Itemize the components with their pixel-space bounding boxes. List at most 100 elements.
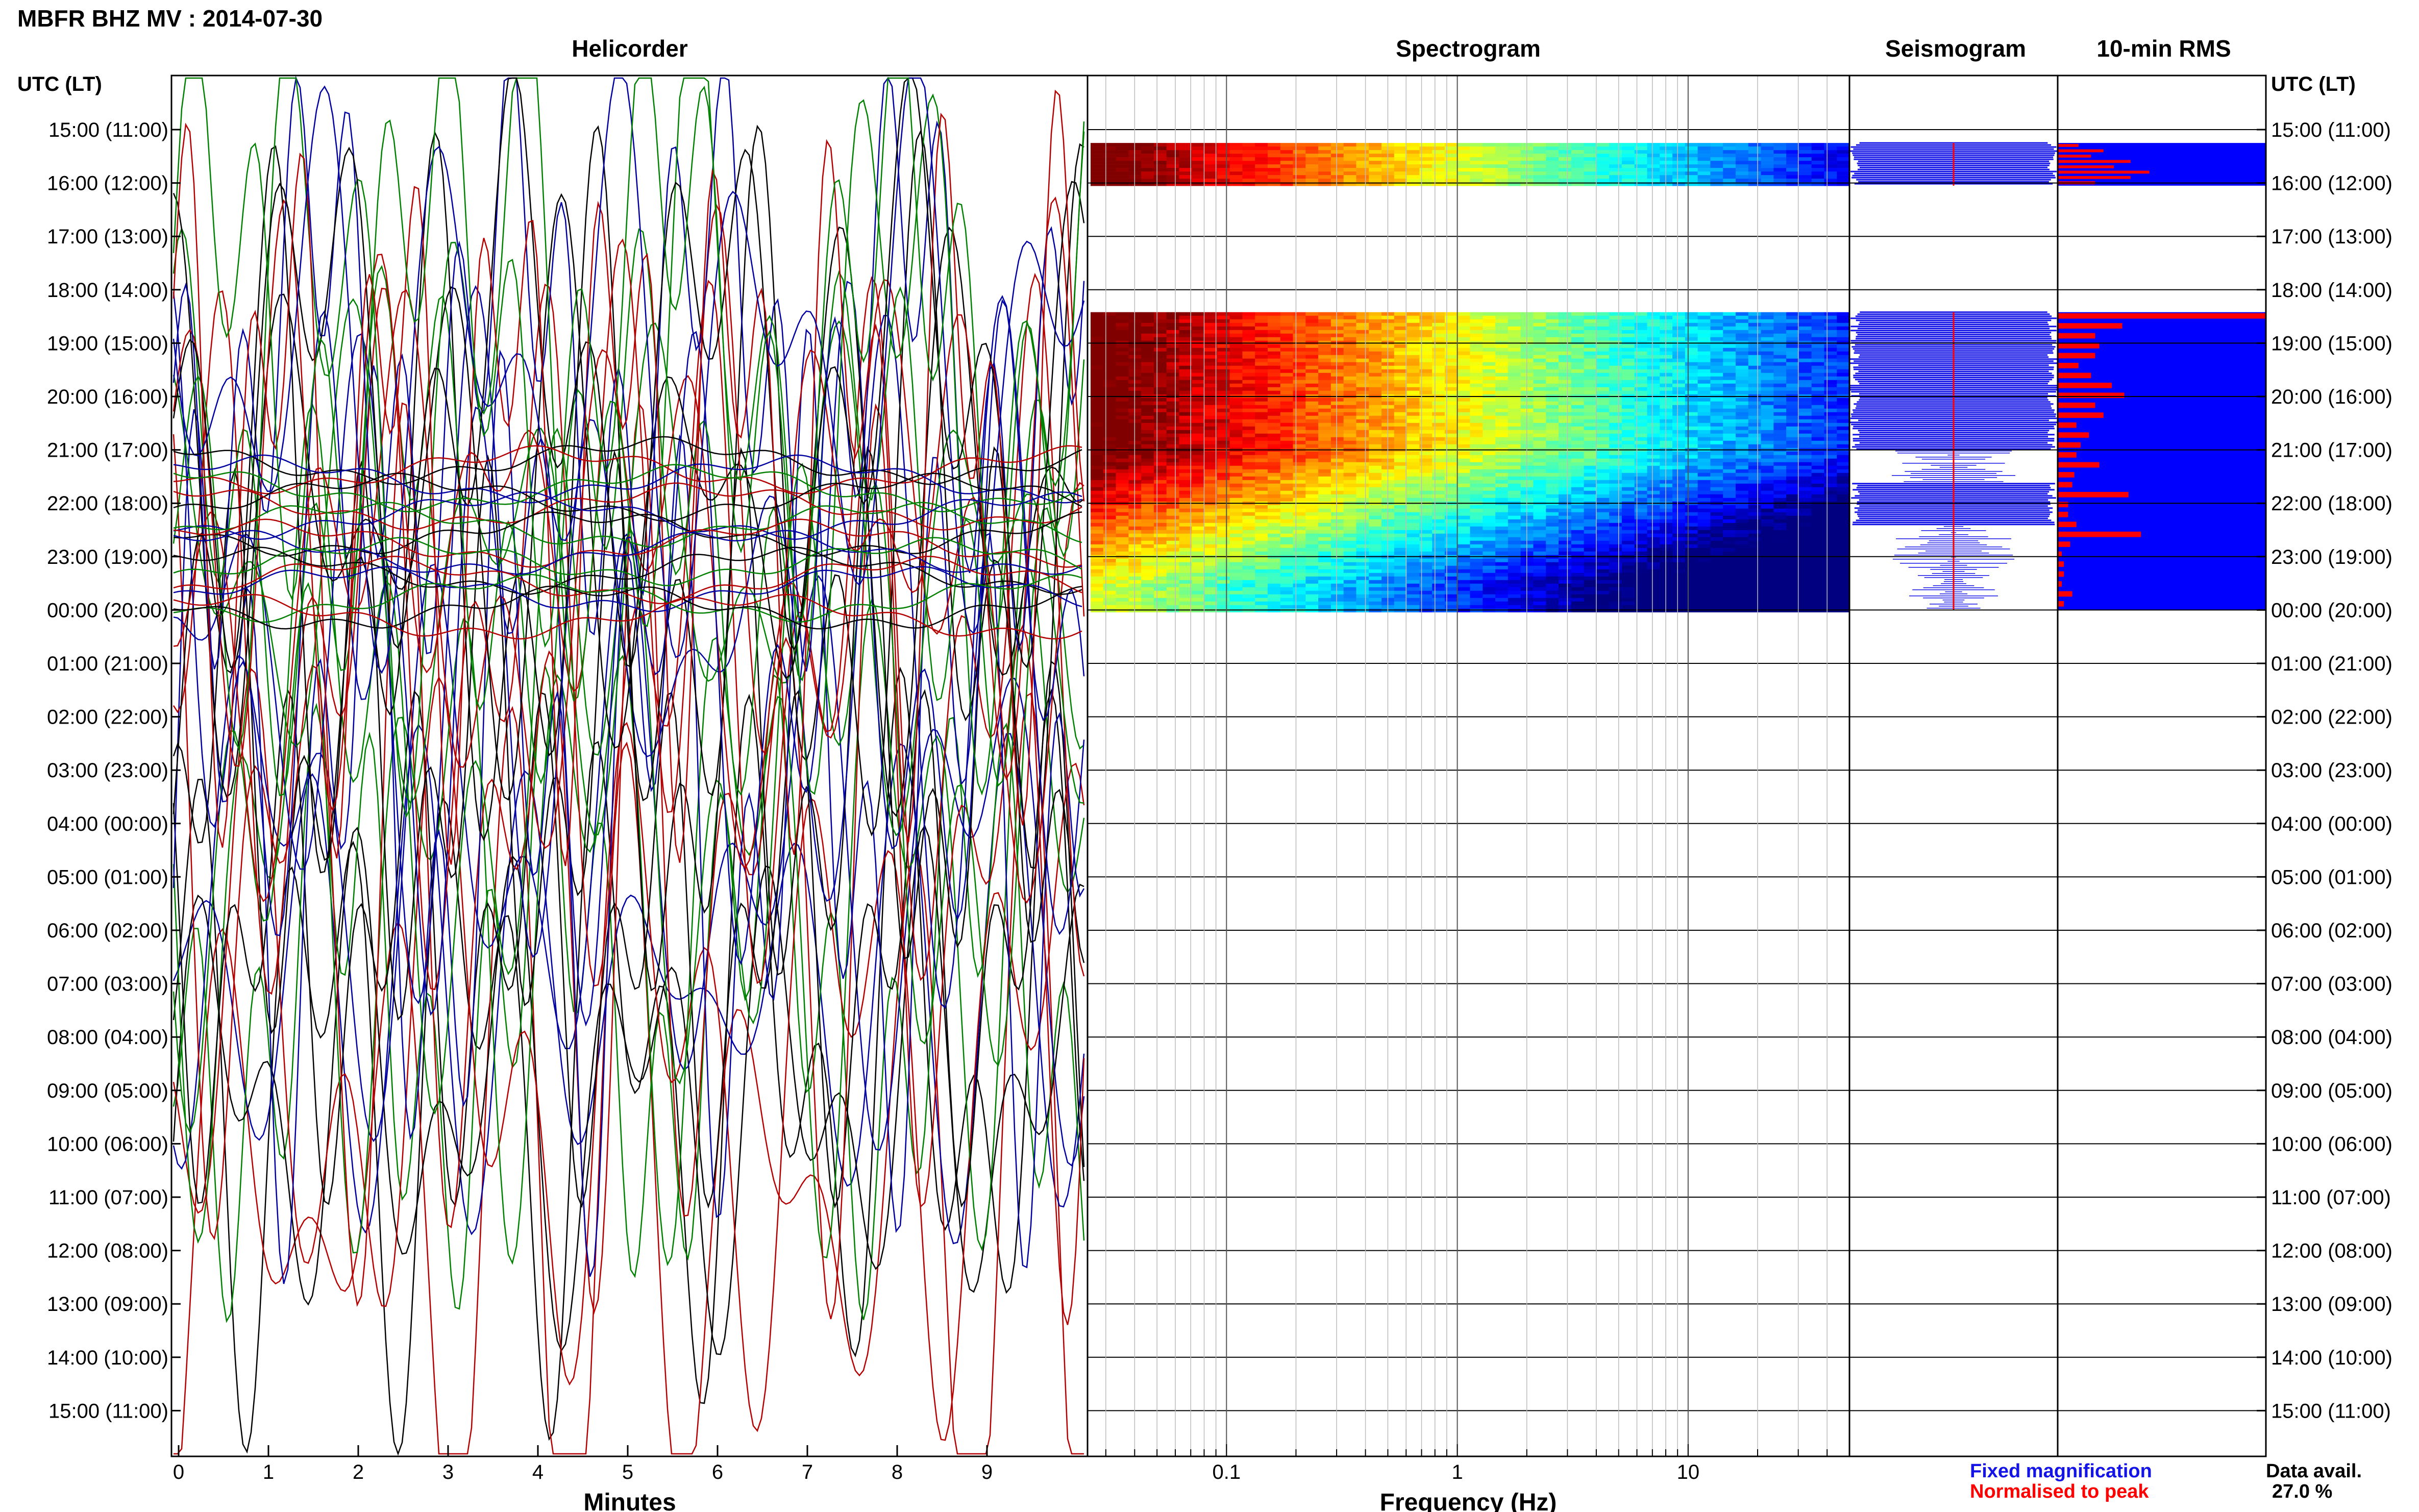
spectrogram-cell [1242,150,1255,154]
spectrogram-cell [1179,369,1192,374]
spectrogram-cell [1217,430,1230,434]
spectrogram-cell [1419,168,1433,172]
spectrogram-cell [1204,551,1218,556]
spectrogram-cell [1470,362,1483,366]
spectrogram-cell [1533,519,1546,524]
spectrogram-cell [1546,358,1559,363]
spectrogram-cell [1672,440,1686,445]
spectrogram-cell [1495,348,1509,352]
spectrogram-cell [1153,544,1167,549]
spectrogram-cell [1444,526,1458,531]
spectrogram-cell [1837,476,1850,481]
spectrogram-cell [1444,146,1458,151]
spectrogram-cell [1343,348,1356,352]
spectrogram-cell [1153,150,1167,154]
spectrogram-cell [1444,505,1458,509]
spectrogram-cell [1103,376,1117,381]
spectrogram-cell [1811,365,1824,370]
spectrogram-cell [1217,458,1230,463]
spectrogram-cell [1558,540,1572,545]
spectrogram-cell [1697,423,1711,427]
spectrogram-cell [1571,498,1585,502]
spectrogram-cell [1634,319,1647,324]
spectrogram-cell [1141,544,1154,549]
spectrogram-cell [1748,469,1762,474]
spectrogram-cell [1229,412,1243,416]
spectrogram-cell [1116,526,1129,531]
spectrogram-cell [1116,465,1129,470]
spectrogram-cell [1508,533,1521,538]
spectrogram-cell [1558,444,1572,449]
spectrogram-cell [1229,483,1243,488]
spectrogram-cell [1508,415,1521,420]
spectrogram-cell [1406,537,1420,541]
spectrogram-cell [1318,437,1331,441]
spectrogram-cell [1369,358,1382,363]
spectrogram-cell [1091,415,1104,420]
spectrogram-cell [1141,330,1154,334]
spectrogram-cell [1141,373,1154,377]
spectrogram-cell [1647,512,1660,516]
spectrogram-cell [1369,323,1382,327]
spectrogram-cell [1255,179,1268,183]
spectrogram-cell [1748,315,1762,320]
spectrogram-cell [1621,351,1635,356]
spectrogram-cell [1697,337,1711,341]
spectrogram-cell [1811,150,1824,154]
spectrogram-cell [1394,512,1408,516]
spectrogram-cell [1406,437,1420,441]
spectrogram-cell [1255,533,1268,538]
spectrogram-cell [1204,362,1218,366]
spectrogram-cell [1811,430,1824,434]
spectrogram-cell [1293,473,1306,477]
spectrogram-cell [1444,358,1458,363]
spectrogram-cell [1660,419,1673,424]
spectrogram-cell [1305,526,1319,531]
spectrogram-cell [1103,562,1117,566]
spectrogram-cell [1153,483,1167,488]
spectrogram-cell [1811,340,1824,345]
spectrogram-cell [1672,154,1686,158]
spectrogram-cell [1495,473,1509,477]
spectrogram-cell [1685,433,1698,438]
spectrogram-cell [1255,344,1268,349]
spectrogram-cell [1406,312,1420,316]
spectrogram-cell [1192,533,1205,538]
spectrogram-cell [1444,533,1458,538]
spectrogram-cell [1217,487,1230,491]
spectrogram-cell [1356,312,1369,316]
spectrogram-cell [1406,319,1420,324]
spectrogram-cell [1330,469,1344,474]
spectrogram-cell [1204,365,1218,370]
spectrogram-cell [1697,473,1711,477]
spectrogram-cell [1444,161,1458,165]
spectrogram-cell [1103,383,1117,388]
spectrogram-cell [1483,351,1496,356]
spectrogram-cell [1571,168,1585,172]
spectrogram-cell [1824,426,1837,431]
spectrogram-cell [1748,333,1762,338]
spectrogram-cell [1280,340,1294,345]
spectrogram-cell [1495,508,1509,513]
spectrogram-cell [1672,483,1686,488]
spectrogram-cell [1318,387,1331,391]
spectrogram-cell [1330,337,1344,341]
spectrogram-cell [1558,348,1572,352]
spectrogram-cell [1444,398,1458,402]
spectrogram-cell [1735,423,1749,427]
spectrogram-cell [1571,171,1585,176]
spectrogram-cell [1242,494,1255,499]
spectrogram-cell [1584,326,1597,331]
spectrogram-cell [1318,369,1331,374]
spectrogram-cell [1571,161,1585,165]
spectrogram-cell [1748,458,1762,463]
spectrogram-cell [1685,175,1698,179]
spectrogram-cell [1533,344,1546,349]
spectrogram-cell [1192,523,1205,527]
spectrogram-cell [1483,150,1496,154]
spectrogram-cell [1723,157,1736,161]
spectrogram-cell [1508,430,1521,434]
spectrogram-cell [1483,480,1496,484]
spectrogram-cell [1483,530,1496,534]
spectrogram-cell [1584,390,1597,395]
